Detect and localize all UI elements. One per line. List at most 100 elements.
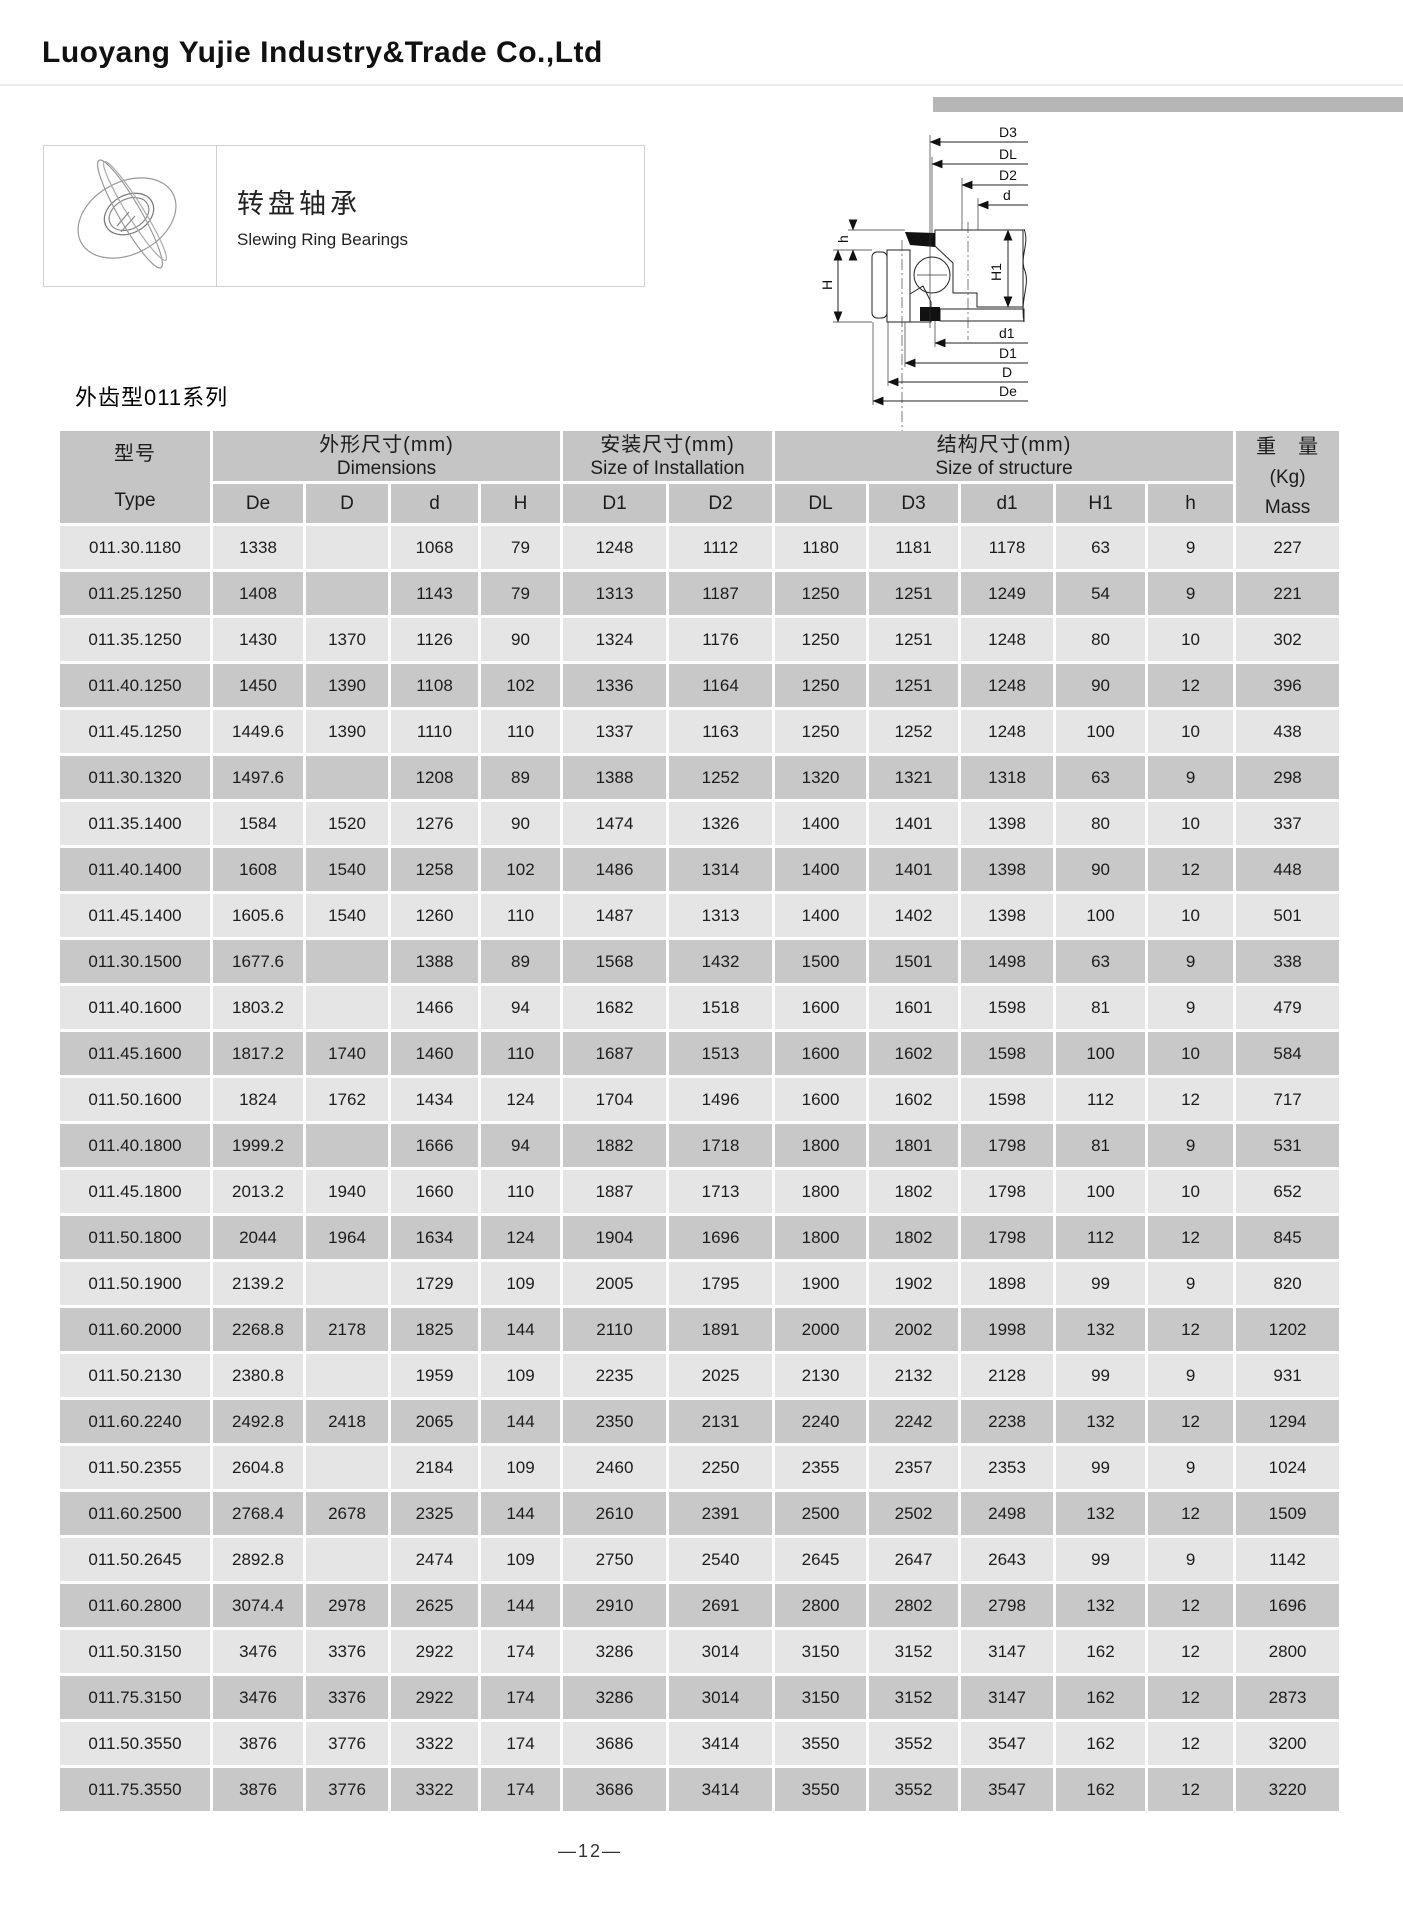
- value-cell: 110: [481, 1032, 561, 1075]
- type-cell: 011.35.1400: [60, 802, 210, 845]
- value-cell: 1802: [869, 1216, 959, 1259]
- value-cell: 144: [481, 1584, 561, 1627]
- value-cell: 1313: [563, 572, 667, 615]
- value-cell: 2604.8: [213, 1446, 303, 1489]
- value-cell: 2391: [669, 1492, 773, 1535]
- value-cell: 3200: [1236, 1722, 1340, 1765]
- value-cell: 162: [1056, 1630, 1146, 1673]
- value-cell: 12: [1148, 1216, 1234, 1259]
- value-cell: 2238: [961, 1400, 1054, 1443]
- value-cell: 1126: [391, 618, 478, 661]
- value-cell: 845: [1236, 1216, 1340, 1259]
- value-cell: 3376: [306, 1676, 388, 1719]
- table-row: 011.40.1250 1450 1390 1108 102 1336 1164 1250 12…: [60, 664, 1340, 707]
- value-cell: 2800: [1236, 1630, 1340, 1673]
- series-title: 外齿型011系列: [75, 385, 229, 410]
- value-cell: 652: [1236, 1170, 1340, 1213]
- value-cell: [306, 940, 388, 983]
- value-cell: 1108: [391, 664, 478, 707]
- value-cell: 10: [1148, 710, 1234, 753]
- value-cell: 1248: [961, 710, 1054, 753]
- table-row: 011.45.1250 1449.6 1390 1110 110 1337 1163 1250…: [60, 710, 1340, 753]
- value-cell: 1740: [306, 1032, 388, 1075]
- value-cell: 1250: [775, 618, 867, 661]
- table-row: 011.45.1800 2013.2 1940 1660 110 1887 1713 1800…: [60, 1170, 1340, 1213]
- value-cell: 2005: [563, 1262, 667, 1305]
- value-cell: 3686: [563, 1722, 667, 1765]
- table-row: 011.75.3150 3476 3376 2922 174 3286 3014 3150 31…: [60, 1676, 1340, 1719]
- value-cell: 89: [481, 756, 561, 799]
- value-cell: 1598: [961, 1078, 1054, 1121]
- value-cell: 1401: [869, 802, 959, 845]
- value-cell: 12: [1148, 664, 1234, 707]
- value-cell: 174: [481, 1676, 561, 1719]
- value-cell: 1998: [961, 1308, 1054, 1351]
- subheader-h: h: [1148, 484, 1234, 523]
- value-cell: 1370: [306, 618, 388, 661]
- value-cell: 2184: [391, 1446, 478, 1489]
- value-cell: 3220: [1236, 1768, 1340, 1811]
- value-cell: 1500: [775, 940, 867, 983]
- value-cell: 10: [1148, 894, 1234, 937]
- value-cell: 174: [481, 1768, 561, 1811]
- value-cell: 1825: [391, 1308, 478, 1351]
- value-cell: 1798: [961, 1216, 1054, 1259]
- value-cell: 2235: [563, 1354, 667, 1397]
- value-cell: 227: [1236, 526, 1340, 569]
- table-row: 011.40.1400 1608 1540 1258 102 1486 1314 1400 14…: [60, 848, 1340, 891]
- value-cell: 10: [1148, 1032, 1234, 1075]
- value-cell: 1497.6: [213, 756, 303, 799]
- value-cell: 1336: [563, 664, 667, 707]
- value-cell: 81: [1056, 986, 1146, 1029]
- value-cell: 1817.2: [213, 1032, 303, 1075]
- value-cell: 438: [1236, 710, 1340, 753]
- value-cell: 12: [1148, 1308, 1234, 1351]
- value-cell: 2325: [391, 1492, 478, 1535]
- type-cell: 011.75.3550: [60, 1768, 210, 1811]
- header-dims-zh: 外形尺寸(mm): [319, 433, 454, 456]
- value-cell: 79: [481, 526, 561, 569]
- value-cell: 3552: [869, 1722, 959, 1765]
- value-cell: 1824: [213, 1078, 303, 1121]
- page-number: —12—: [557, 1841, 623, 1861]
- value-cell: 1902: [869, 1262, 959, 1305]
- table-body: 011.30.1180 1338 1068 79 1248 1112 1180 1181 117…: [60, 526, 1340, 1811]
- value-cell: 1900: [775, 1262, 867, 1305]
- value-cell: 124: [481, 1216, 561, 1259]
- value-cell: 1398: [961, 894, 1054, 937]
- value-cell: 1248: [961, 664, 1054, 707]
- value-cell: 1276: [391, 802, 478, 845]
- value-cell: 1252: [869, 710, 959, 753]
- value-cell: 1248: [563, 526, 667, 569]
- value-cell: [306, 1538, 388, 1581]
- value-cell: 2500: [775, 1492, 867, 1535]
- value-cell: 100: [1056, 1170, 1146, 1213]
- break-edge: [1022, 228, 1027, 323]
- value-cell: 2000: [775, 1308, 867, 1351]
- value-cell: 110: [481, 710, 561, 753]
- value-cell: 2540: [669, 1538, 773, 1581]
- type-cell: 011.60.2500: [60, 1492, 210, 1535]
- value-cell: 94: [481, 1124, 561, 1167]
- value-cell: 12: [1148, 1492, 1234, 1535]
- value-cell: 1313: [669, 894, 773, 937]
- value-cell: 109: [481, 1354, 561, 1397]
- value-cell: 9: [1148, 1124, 1234, 1167]
- table-row: 011.50.1900 2139.2 1729 109 2005 1795 1900 1902…: [60, 1262, 1340, 1305]
- value-cell: 1729: [391, 1262, 478, 1305]
- value-cell: 2978: [306, 1584, 388, 1627]
- value-cell: 9: [1148, 572, 1234, 615]
- dim-label-D3: D3: [999, 124, 1017, 140]
- table-row: 011.35.1400 1584 1520 1276 90 1474 1326 1400 140…: [60, 802, 1340, 845]
- value-cell: 1251: [869, 664, 959, 707]
- table-row: 011.50.2355 2604.8 2184 109 2460 2250 2355 2357…: [60, 1446, 1340, 1489]
- value-cell: 162: [1056, 1722, 1146, 1765]
- value-cell: 1598: [961, 1032, 1054, 1075]
- value-cell: 100: [1056, 894, 1146, 937]
- value-cell: 1882: [563, 1124, 667, 1167]
- value-cell: 1178: [961, 526, 1054, 569]
- value-cell: 99: [1056, 1354, 1146, 1397]
- value-cell: 302: [1236, 618, 1340, 661]
- diagram-svg: D3 DL D2 d d1 D1 D De H h H1: [819, 124, 1028, 433]
- value-cell: 1466: [391, 986, 478, 1029]
